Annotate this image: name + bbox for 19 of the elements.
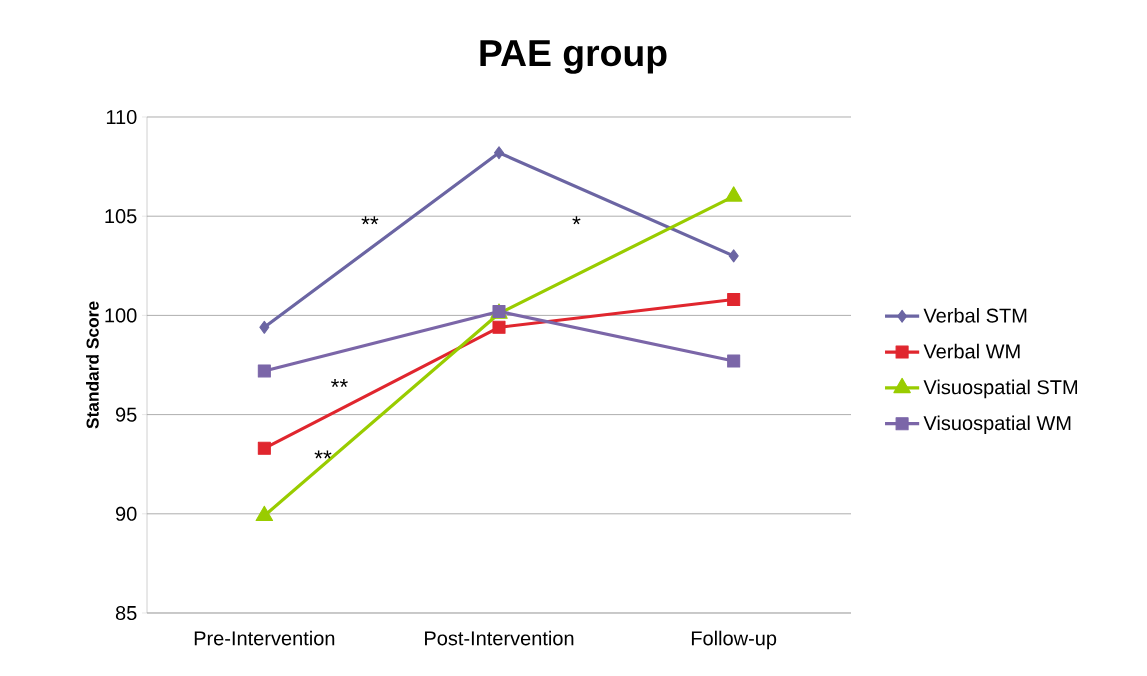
y-tick-label: 110 xyxy=(106,109,137,125)
annotation: ** xyxy=(330,379,348,387)
x-tick-label: Pre-Intervention xyxy=(194,630,335,646)
legend-label: Verbal STM xyxy=(923,307,1027,323)
chart-title: PAE group xyxy=(480,40,667,74)
legend-label: Visuospatial WM xyxy=(923,415,1071,435)
legend-label: Verbal WM xyxy=(923,343,1020,359)
y-axis-title: Standard Score xyxy=(86,301,99,429)
annotation: ** xyxy=(314,450,332,459)
annotation: ** xyxy=(361,216,379,225)
y-tick-label: 105 xyxy=(105,209,137,224)
x-tick-label: Follow-up xyxy=(691,630,777,650)
x-tick-label: Post-Intervention xyxy=(425,630,574,646)
y-tick-label: 100 xyxy=(105,308,137,323)
legend-label: Visuospatial STM xyxy=(923,379,1078,399)
y-tick-label: 90 xyxy=(115,506,137,521)
y-tick-label: 85 xyxy=(115,605,137,621)
y-tick-label: 95 xyxy=(115,407,137,422)
annotation: * xyxy=(572,216,581,225)
